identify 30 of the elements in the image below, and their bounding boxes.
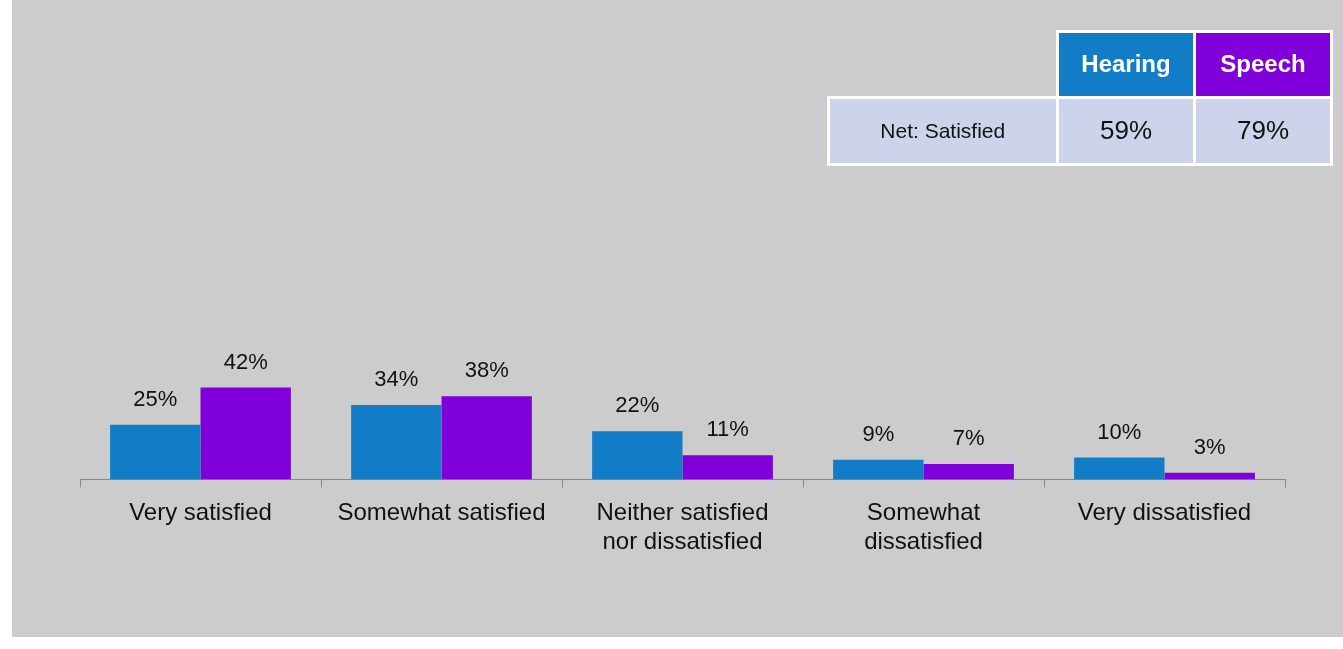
bar: [1164, 472, 1255, 480]
x-tick-label: Somewhat satisfied: [337, 498, 546, 526]
data-label: 42%: [223, 348, 268, 374]
text: 59%: [1057, 97, 1195, 164]
text: 79%: [1194, 97, 1332, 164]
x-tick-label: Very satisfied: [129, 498, 272, 526]
bar: [200, 387, 291, 480]
data-label: 9%: [862, 420, 895, 446]
data-label: 25%: [133, 385, 178, 411]
bar: [682, 455, 773, 480]
x-tick-label: Very dissatisfied: [1077, 498, 1252, 526]
bar: [923, 464, 1014, 480]
data-label: 10%: [1097, 418, 1142, 444]
text: Net: Satisfied: [828, 97, 1058, 164]
bar: [110, 424, 201, 480]
data-label: 7%: [952, 425, 985, 451]
data-label: 22%: [615, 392, 660, 418]
bar: [441, 396, 532, 480]
data-label: 34%: [374, 366, 419, 392]
bar: [592, 431, 683, 480]
text: Speech: [1194, 31, 1332, 97]
x-tick-label: Somewhat dissatisfied: [864, 498, 983, 555]
bar: [351, 405, 442, 480]
text: Hearing: [1057, 31, 1195, 97]
data-label: 3%: [1193, 433, 1226, 459]
x-tick-label: Neither satisfied nor dissatisfied: [596, 498, 769, 555]
bar: [833, 459, 924, 480]
bar: [1074, 457, 1165, 480]
data-label: 38%: [464, 357, 509, 383]
data-label: 11%: [706, 416, 749, 442]
